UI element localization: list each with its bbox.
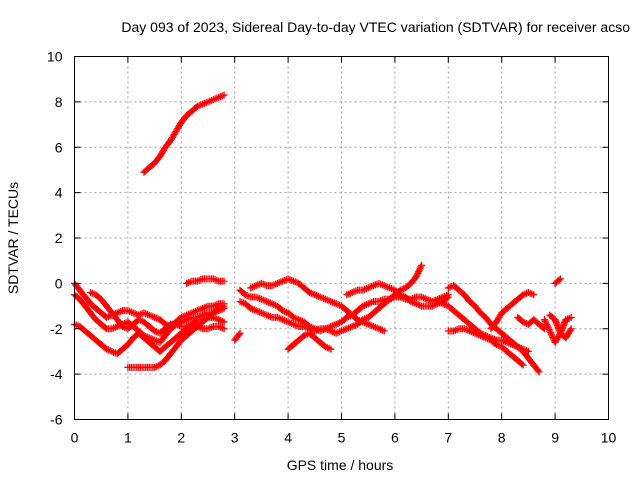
series-markers	[551, 275, 564, 287]
y-tick-label: 6	[55, 139, 63, 155]
series-arc-10	[231, 329, 244, 344]
x-tick-label: 6	[391, 430, 399, 446]
chart-title: Day 093 of 2023, Sidereal Day-to-day VTE…	[121, 19, 630, 35]
y-tick-label: -6	[50, 412, 63, 428]
y-axis-title: SDTVAR / TECUs	[5, 182, 21, 294]
data-layer	[71, 91, 575, 376]
series-markers	[124, 302, 228, 371]
series-markers	[183, 275, 228, 287]
series-markers	[487, 288, 538, 333]
series-arc-19	[551, 275, 564, 287]
series-markers	[87, 288, 228, 337]
series-arc-12	[284, 329, 335, 353]
series-markers	[444, 325, 527, 369]
x-tick-label: 8	[498, 430, 506, 446]
series-markers	[247, 275, 388, 335]
series-arc-15	[434, 298, 532, 355]
series-markers	[236, 261, 426, 337]
series-arc-7	[183, 275, 228, 287]
x-tick-label: 5	[338, 430, 346, 446]
series-markers	[434, 298, 532, 355]
series-arc-11	[247, 275, 388, 335]
series-arc-21	[546, 311, 575, 342]
x-tick-label: 3	[231, 430, 239, 446]
y-tick-label: -4	[50, 366, 63, 382]
grid	[74, 56, 609, 420]
x-tick-label: 10	[601, 430, 617, 446]
series-arc-9	[236, 261, 426, 337]
y-tick-label: 0	[55, 275, 63, 291]
series-markers	[546, 311, 575, 342]
series-arc-18	[514, 313, 548, 333]
y-tick-label: 2	[55, 230, 63, 246]
x-tick-label: 2	[177, 430, 185, 446]
series-markers	[231, 329, 244, 344]
x-tick-label: 0	[71, 430, 79, 446]
series-arc-1	[140, 91, 228, 176]
y-tick-label: 4	[55, 185, 63, 201]
series-markers	[284, 329, 335, 353]
y-tick-label: 8	[55, 94, 63, 110]
tick-labels: 0 1 2 3 4 5 6 7 8 9 10 -6 -4 -2 0 2 4 6 8 10	[47, 49, 617, 446]
series-markers	[514, 313, 548, 333]
x-tick-label: 4	[284, 430, 292, 446]
x-tick-label: 7	[444, 430, 452, 446]
series-arc-16	[444, 325, 527, 369]
x-tick-label: 9	[551, 430, 559, 446]
series-arc-6	[124, 302, 228, 371]
y-tick-label: 10	[47, 49, 63, 65]
y-tick-label: -2	[50, 321, 63, 337]
x-axis-title: GPS time / hours	[287, 457, 394, 473]
series-arc-17	[487, 288, 538, 333]
ticks	[74, 56, 609, 420]
x-tick-label: 1	[124, 430, 132, 446]
series-arc-5	[87, 288, 228, 337]
series-markers	[140, 91, 228, 176]
